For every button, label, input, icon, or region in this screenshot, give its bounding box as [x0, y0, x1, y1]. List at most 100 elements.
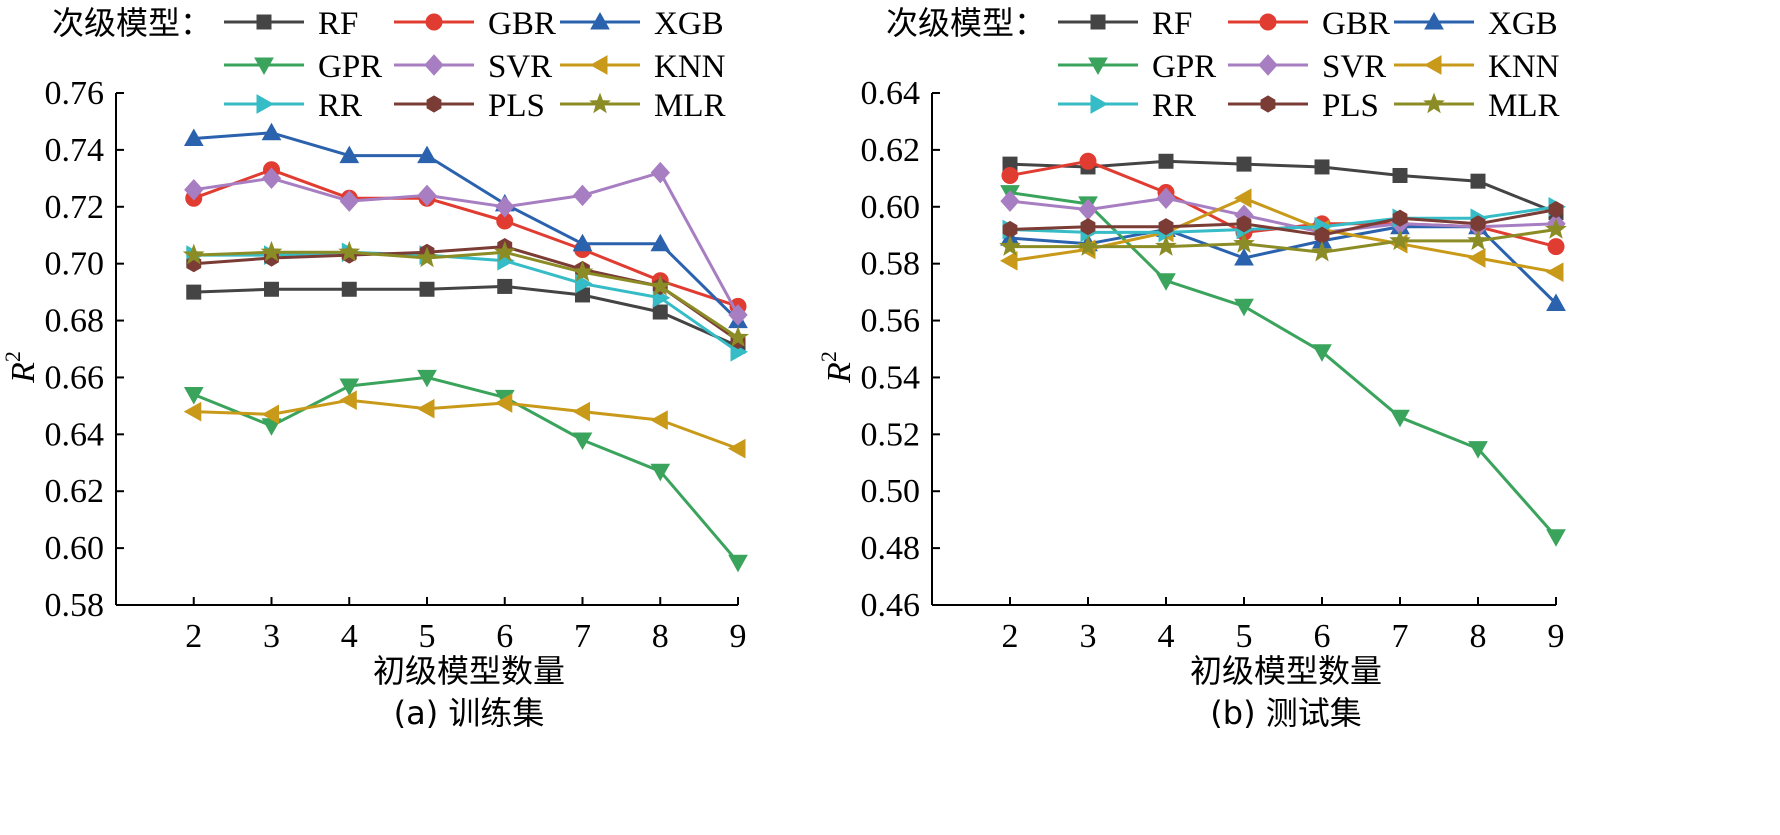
data-point-knn — [416, 398, 435, 419]
data-point-knn — [999, 250, 1018, 271]
legend-item-gpr: GPR — [1058, 49, 1216, 85]
data-point-knn — [650, 410, 668, 430]
data-point-gpr — [417, 369, 437, 388]
x-tick-label: 9 — [1548, 618, 1565, 655]
data-point-xgb — [261, 122, 282, 141]
legend-label: XGB — [1488, 6, 1558, 42]
series-gpr — [183, 369, 748, 573]
data-point-knn — [494, 393, 513, 413]
series-line-gpr — [193, 375, 740, 564]
legend-label: RF — [1152, 6, 1192, 42]
series-mlr — [999, 218, 1567, 262]
legend-item-knn: KNN — [560, 49, 726, 85]
y-tick-label: 0.76 — [45, 75, 105, 112]
x-tick-label: 8 — [1470, 618, 1487, 655]
legend-label: GPR — [1152, 49, 1216, 85]
legend-item-gpr: GPR — [224, 49, 382, 85]
y-tick-label: 0.50 — [861, 473, 921, 510]
x-tick-label: 6 — [496, 618, 513, 655]
y-tick-label: 0.64 — [861, 75, 921, 112]
data-point-knn — [1467, 248, 1486, 268]
panel-test-set: 0.46 0.48 0.50 0.52 0.54 0.56 0.58 0.60 0.62 0.64… — [816, 4, 1567, 732]
data-point-knn — [339, 390, 357, 411]
data-point-rf — [341, 281, 357, 297]
series-line-xgb — [193, 131, 740, 322]
data-point-gpr — [183, 387, 204, 405]
data-point-mlr — [493, 240, 516, 262]
legend-label: KNN — [1488, 49, 1560, 85]
legend-marker — [254, 57, 274, 76]
data-point-gpr — [1390, 409, 1410, 428]
x-tick-label: 7 — [574, 618, 591, 655]
data-point-rf — [264, 281, 279, 297]
data-point-rf — [1470, 173, 1486, 189]
legend-marker — [1090, 14, 1106, 30]
data-point-mlr — [338, 240, 361, 262]
legend-item-svr: SVR — [394, 49, 552, 85]
data-point-rr — [575, 273, 593, 294]
data-point-knn — [572, 401, 590, 422]
series-line-mlr — [193, 250, 739, 339]
y-tick-label: 0.64 — [45, 416, 105, 453]
data-point-mlr — [1155, 235, 1177, 256]
legend-item-gbr: GBR — [1228, 6, 1390, 42]
data-point-mlr — [260, 240, 283, 262]
y-tick-label: 0.48 — [861, 530, 921, 567]
legend-item-pls: PLS — [1228, 88, 1379, 124]
data-point-gpr — [728, 554, 748, 573]
legend-marker — [589, 92, 611, 114]
x-axis-label: 初级模型数量 — [1190, 652, 1382, 690]
data-point-pls — [1470, 215, 1486, 233]
series-svr — [184, 161, 748, 326]
series-mlr — [182, 240, 749, 347]
data-point-mlr — [571, 260, 594, 282]
x-tick-label: 6 — [1314, 618, 1331, 655]
legend-marker — [425, 13, 443, 31]
data-point-svr — [728, 304, 748, 326]
legend-item-mlr: MLR — [560, 88, 726, 124]
data-point-xgb — [572, 233, 593, 252]
legend-marker — [1423, 55, 1442, 75]
series-line-gbr — [193, 168, 739, 308]
data-point-gpr — [339, 378, 360, 397]
data-point-rf — [1158, 153, 1174, 169]
series-line-svr — [1009, 196, 1557, 234]
y-tick-label: 0.58 — [861, 246, 921, 283]
legend-marker — [1259, 13, 1277, 31]
x-tick-label: 2 — [185, 618, 202, 655]
data-point-svr — [184, 178, 204, 201]
legend-item-mlr: MLR — [1394, 88, 1560, 124]
y-tick-label: 0.54 — [861, 359, 921, 396]
series-line-svr — [193, 171, 740, 316]
y-tick-label: 0.66 — [45, 359, 105, 396]
data-point-knn — [1545, 262, 1564, 283]
data-point-svr — [650, 161, 670, 184]
panel-training-set: 0.58 0.60 0.62 0.64 0.66 0.68 0.70 0.72 0.74 0.76… — [0, 4, 749, 732]
x-tick-label: 4 — [1158, 618, 1175, 655]
series-pls — [1002, 201, 1564, 244]
data-point-svr — [495, 196, 515, 218]
series-line-gpr — [1009, 191, 1558, 538]
data-point-mlr — [1545, 218, 1567, 239]
legend-label: XGB — [654, 6, 724, 42]
series-line-mlr — [1010, 228, 1557, 254]
y-axis-label: R2 — [0, 351, 42, 384]
data-point-mlr — [649, 274, 672, 296]
series-rf — [186, 278, 746, 354]
y-tick-label: 0.62 — [45, 473, 105, 510]
legend-label: SVR — [1322, 49, 1386, 85]
legend-label: KNN — [654, 49, 726, 85]
series-line-rr — [193, 250, 739, 354]
legend-label: GBR — [1322, 6, 1390, 42]
x-axis-label: 初级模型数量 — [373, 652, 565, 690]
y-tick-label: 0.68 — [45, 303, 105, 340]
data-point-xgb — [183, 128, 204, 146]
x-tick-label: 3 — [263, 618, 280, 655]
legend-item-svr: SVR — [1228, 49, 1386, 85]
data-point-mlr — [1077, 235, 1099, 256]
data-point-mlr — [416, 246, 438, 268]
data-point-rf — [1314, 159, 1330, 175]
legend-label: PLS — [488, 88, 545, 124]
legend-marker — [426, 95, 442, 113]
data-point-knn — [1233, 188, 1252, 209]
